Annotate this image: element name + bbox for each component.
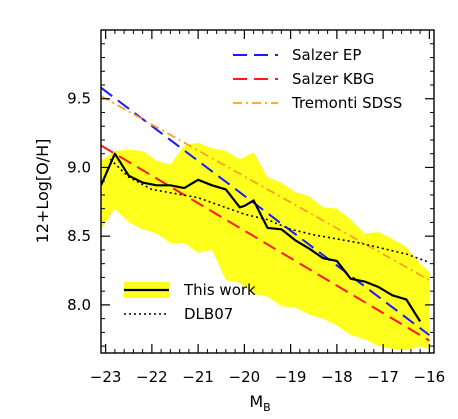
series-line-salzer-kbg: [101, 144, 430, 342]
y-tick-label: 8.5: [67, 227, 91, 245]
series-line-this-work: [101, 152, 422, 322]
x-tick-label: −16: [414, 368, 446, 386]
series-line-salzer-ep: [101, 86, 430, 336]
x-tick-label: −19: [275, 368, 307, 386]
axes-layer: −23 −22 −21 −20 −19 −18 −17 −16 8.0 8.5 9.0 9.5: [67, 29, 446, 386]
series-line-dlb07: [109, 158, 430, 264]
x-tick-label: −17: [367, 368, 399, 386]
y-tick-label: 9.5: [67, 90, 91, 108]
x-tick-label: −21: [182, 368, 214, 386]
series-line-tremonti-sdss: [101, 95, 430, 281]
x-tick-label: −23: [90, 368, 122, 386]
y-tick-label: 9.0: [67, 158, 91, 176]
legend-layer: Salzer EP Salzer KBG Tremonti SDSS This wor…: [124, 46, 402, 323]
x-axis-title-main: M: [249, 392, 263, 411]
legend-label-tremonti-sdss: Tremonti SDSS: [291, 94, 402, 112]
lines-layer: [101, 86, 430, 342]
legend-label-this-work: This work: [183, 281, 256, 299]
y-axis-title: 12+Log[O/H]: [33, 139, 52, 244]
plot-frame: [100, 29, 435, 354]
x-axis-title-sub: B: [263, 401, 271, 414]
legend-label-salzer-kbg: Salzer KBG: [292, 70, 374, 88]
x-tick-label: −20: [229, 368, 261, 386]
band-layer: [101, 142, 430, 351]
x-tick-label: −22: [136, 368, 168, 386]
legend-label-dlb07: DLB07: [184, 305, 233, 323]
scatter-band: [101, 142, 430, 351]
x-tick-label: −18: [321, 368, 353, 386]
legend-label-salzer-ep: Salzer EP: [292, 46, 361, 64]
x-axis-title: MB: [249, 392, 270, 414]
y-tick-label: 8.0: [67, 296, 91, 314]
